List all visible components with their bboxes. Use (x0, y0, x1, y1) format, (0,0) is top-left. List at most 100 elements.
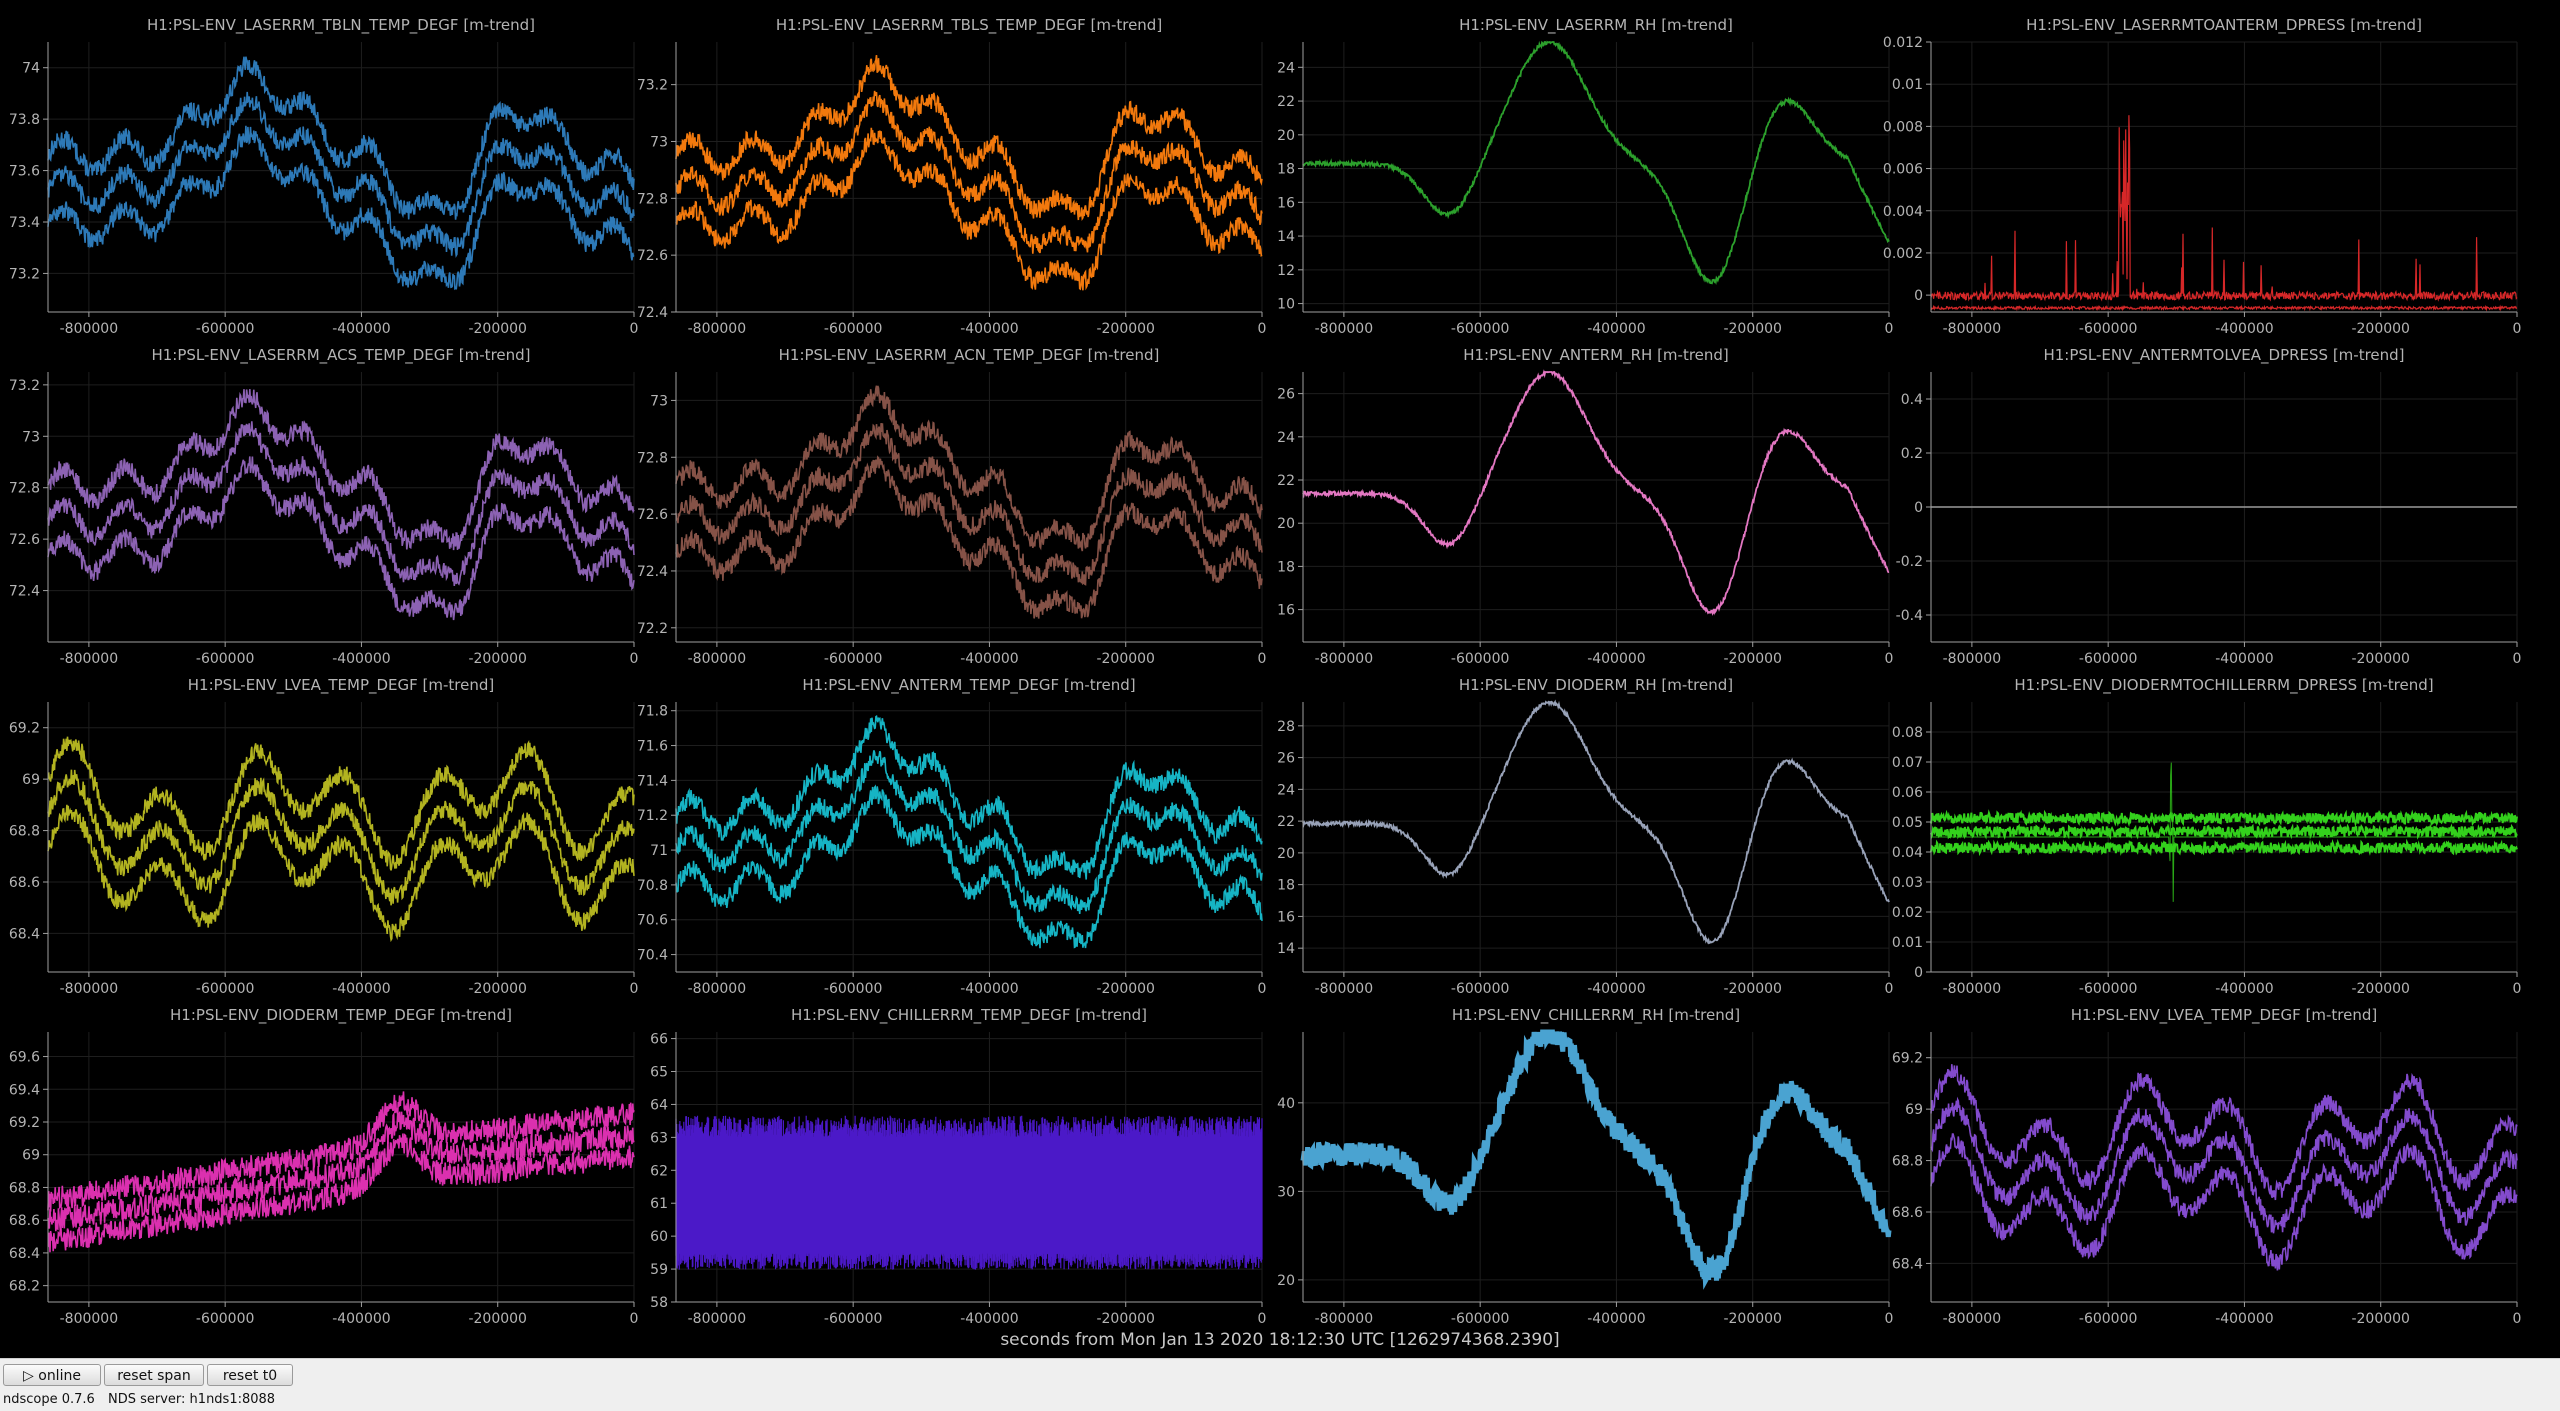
plot-panel[interactable]: H1:PSL-ENV_DIODERM_TEMP_DEGF [m-trend] 69… (9, 1006, 639, 1327)
y-tick-label: 71.8 (637, 704, 668, 720)
reset-span-button[interactable]: reset span (104, 1364, 204, 1386)
x-tick-label: -200000 (1723, 651, 1782, 667)
y-tick-label: 69.2 (1892, 1051, 1923, 1067)
plot-title: H1:PSL-ENV_LASERRM_ACN_TEMP_DEGF [m-tren… (779, 346, 1160, 365)
plot-panel[interactable]: H1:PSL-ENV_ANTERM_TEMP_DEGF [m-trend] 71.… (637, 676, 1267, 997)
y-tick-label: 72.2 (637, 621, 668, 637)
x-tick-label: -200000 (2351, 1311, 2410, 1327)
y-tick-label: 14 (1277, 941, 1295, 957)
y-tick-label: 60 (650, 1229, 668, 1245)
series-line (1930, 1064, 2518, 1201)
series-line (675, 423, 1263, 586)
y-tick-label: 61 (650, 1196, 668, 1212)
plot-canvas[interactable]: H1:PSL-ENV_LASERRM_TBLN_TEMP_DEGF [m-tre… (0, 0, 2560, 1358)
reset-t0-button[interactable]: reset t0 (207, 1364, 293, 1386)
y-tick-label: 20 (1277, 846, 1295, 862)
x-tick-label: 0 (630, 981, 639, 997)
y-tick-label: -0.4 (1896, 608, 1923, 624)
series-line (47, 389, 635, 551)
plot-panel[interactable]: H1:PSL-ENV_LVEA_TEMP_DEGF [m-trend] 69.2 6… (1892, 1006, 2522, 1327)
x-tick-label: -600000 (824, 651, 883, 667)
y-tick-label: 73 (22, 429, 40, 445)
series-line (675, 55, 1263, 222)
plot-panel[interactable]: H1:PSL-ENV_LASERRM_ACN_TEMP_DEGF [m-tren… (637, 346, 1267, 667)
y-tick-label: 0.012 (1883, 35, 1923, 51)
x-tick-label: -600000 (2079, 321, 2138, 337)
plot-title: H1:PSL-ENV_CHILLERRM_RH [m-trend] (1452, 1006, 1740, 1025)
series-line (47, 421, 635, 586)
y-tick-label: 18 (1277, 559, 1295, 575)
y-tick-label: 22 (1277, 94, 1295, 110)
series-line (675, 750, 1263, 915)
plot-panel[interactable]: H1:PSL-ENV_LVEA_TEMP_DEGF [m-trend] 69.2 6… (9, 676, 639, 997)
series-line (1930, 1133, 2518, 1271)
y-tick-label: 63 (650, 1130, 668, 1146)
y-tick-label: 73 (650, 393, 668, 409)
y-tick-label: 73.2 (9, 378, 40, 394)
y-tick-label: 68.8 (1892, 1154, 1923, 1170)
plot-panel[interactable]: H1:PSL-ENV_LASERRM_RH [m-trend] 24 22 20 18 1… (1277, 16, 1893, 337)
series-line (1930, 304, 2518, 312)
x-tick-label: -800000 (688, 981, 747, 997)
x-tick-label: -600000 (1451, 981, 1510, 997)
x-tick-label: -800000 (1943, 1311, 2002, 1327)
plot-panel[interactable]: H1:PSL-ENV_ANTERM_RH [m-trend] 26 24 22 20 18… (1277, 346, 1893, 667)
y-tick-label: 64 (650, 1097, 668, 1113)
x-tick-label: 0 (1885, 981, 1894, 997)
plot-panel[interactable]: H1:PSL-ENV_DIODERMTOCHILLERRM_DPRESS [m-… (1892, 676, 2522, 997)
plot-title: H1:PSL-ENV_LASERRM_RH [m-trend] (1459, 16, 1733, 35)
y-tick-label: 69 (1905, 1102, 1923, 1118)
y-tick-label: 0.008 (1883, 119, 1923, 135)
series-line (1930, 1096, 2518, 1234)
y-tick-label: 66 (650, 1032, 668, 1048)
plot-panel[interactable]: H1:PSL-ENV_LASERRM_TBLN_TEMP_DEGF [m-tre… (9, 16, 639, 337)
x-tick-label: -400000 (960, 1311, 1019, 1327)
y-tick-label: 22 (1277, 814, 1295, 830)
plot-grid[interactable]: H1:PSL-ENV_LASERRM_TBLN_TEMP_DEGF [m-tre… (0, 0, 2560, 1358)
y-tick-label: 28 (1277, 719, 1295, 735)
y-tick-label: 73.6 (9, 164, 40, 180)
y-tick-label: 73.8 (9, 112, 40, 128)
online-button[interactable]: ▷ online (3, 1364, 101, 1386)
y-tick-label: 24 (1277, 782, 1295, 798)
y-tick-label: 0.01 (1892, 935, 1923, 951)
plot-panel[interactable]: H1:PSL-ENV_LASERRMTOANTERM_DPRESS [m-tre… (1883, 16, 2522, 337)
y-tick-label: 72.6 (9, 532, 40, 548)
y-tick-label: 20 (1277, 516, 1295, 532)
x-tick-label: -600000 (2079, 981, 2138, 997)
series-line (47, 56, 635, 220)
x-tick-label: -400000 (2215, 651, 2274, 667)
x-tick-label: -400000 (960, 981, 1019, 997)
x-tick-label: -400000 (1587, 1311, 1646, 1327)
x-tick-label: -600000 (824, 321, 883, 337)
x-tick-label: -600000 (2079, 651, 2138, 667)
x-tick-label: 0 (1258, 321, 1267, 337)
plot-panel[interactable]: H1:PSL-ENV_CHILLERRM_RH [m-trend] 40 30 20 -… (1277, 1006, 1893, 1327)
x-tick-label: 0 (1885, 1311, 1894, 1327)
plot-title: H1:PSL-ENV_LASERRMTOANTERM_DPRESS [m-tre… (2026, 16, 2422, 35)
x-tick-label: -200000 (468, 651, 527, 667)
plot-panel[interactable]: H1:PSL-ENV_LASERRM_TBLS_TEMP_DEGF [m-tre… (637, 16, 1267, 337)
y-tick-label: 72.4 (9, 584, 40, 600)
x-tick-label: -800000 (60, 321, 119, 337)
plot-panel[interactable]: H1:PSL-ENV_LASERRM_ACS_TEMP_DEGF [m-tren… (9, 346, 639, 667)
series-line (47, 1091, 635, 1212)
x-tick-label: -400000 (1587, 981, 1646, 997)
y-tick-label: 71 (650, 843, 668, 859)
x-tick-label: -800000 (1315, 321, 1374, 337)
plot-title: H1:PSL-ENV_LASERRM_ACS_TEMP_DEGF [m-tren… (151, 346, 530, 365)
y-tick-label: 16 (1277, 909, 1295, 925)
x-tick-label: -400000 (332, 981, 391, 997)
y-tick-label: 20 (1277, 1273, 1295, 1289)
series-line (47, 456, 635, 621)
y-tick-label: 16 (1277, 603, 1295, 619)
plot-panel[interactable]: H1:PSL-ENV_DIODERM_RH [m-trend] 28 26 24 22 2… (1277, 676, 1893, 997)
plot-panel[interactable]: H1:PSL-ENV_ANTERMTOLVEA_DPRESS [m-trend]… (1896, 346, 2522, 667)
series-line (47, 125, 635, 291)
series-line (47, 1133, 635, 1253)
x-tick-label: -800000 (1943, 321, 2002, 337)
series-line (1302, 40, 1890, 286)
plot-panel[interactable]: H1:PSL-ENV_CHILLERRM_TEMP_DEGF [m-trend]… (650, 1006, 1266, 1327)
x-tick-label: -400000 (2215, 981, 2274, 997)
x-tick-label: 0 (1885, 321, 1894, 337)
